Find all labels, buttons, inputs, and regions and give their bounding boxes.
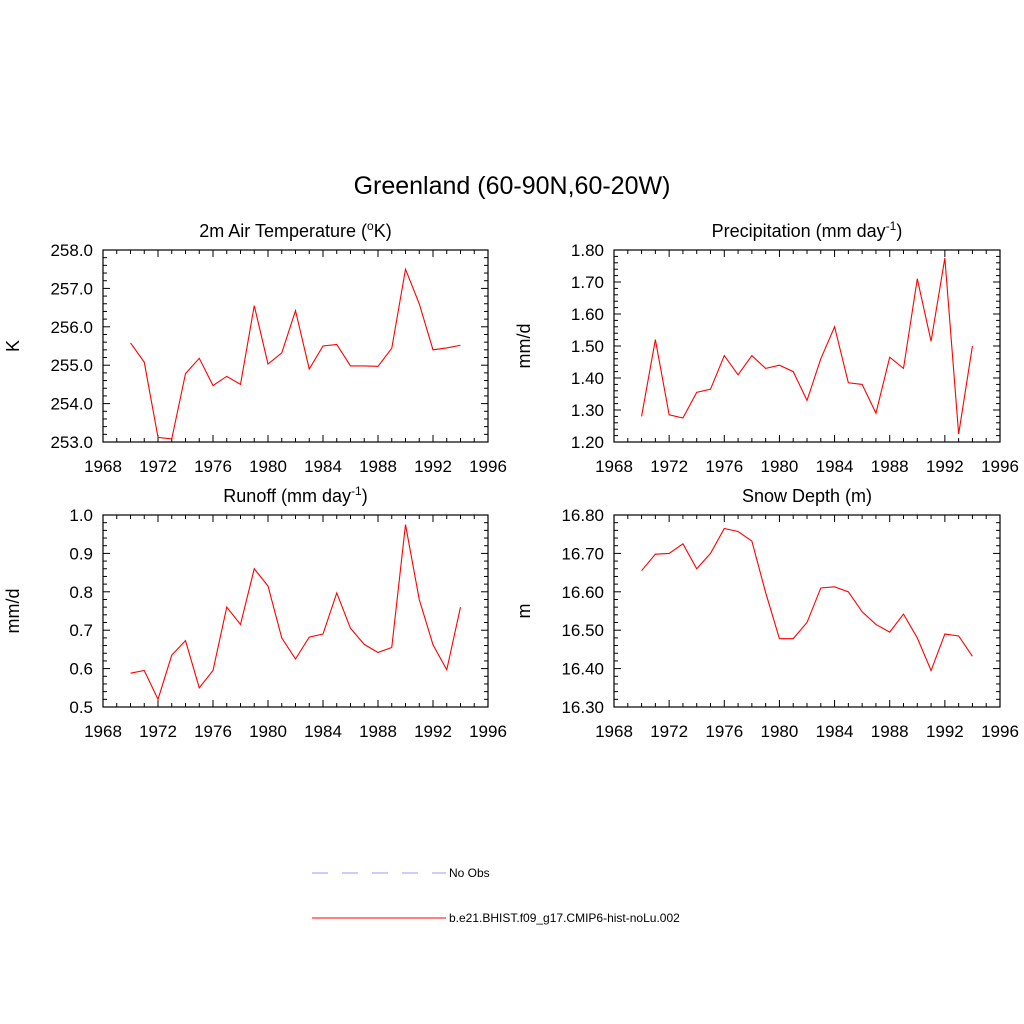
y-tick-label: 0.7 [69,621,93,640]
y-tick-label: 257.0 [50,279,93,298]
x-tick-label: 1992 [926,457,964,476]
x-tick-label: 1992 [926,722,964,741]
y-axis-label: mm/d [514,324,534,369]
x-tick-label: 1972 [650,457,688,476]
y-tick-label: 0.8 [69,583,93,602]
x-tick-label: 1968 [595,457,633,476]
y-tick-label: 16.80 [561,506,604,525]
x-tick-label: 1992 [414,722,452,741]
legend-label: b.e21.BHIST.f09_g17.CMIP6-hist-noLu.002 [449,911,680,925]
x-tick-label: 1972 [650,722,688,741]
series-line [130,267,461,440]
x-tick-label: 1996 [469,457,507,476]
y-tick-label: 258.0 [50,241,93,260]
y-tick-label: 254.0 [50,395,93,414]
y-tick-label: 16.70 [561,544,604,563]
x-tick-label: 1968 [84,722,122,741]
chart-panel-1: 2m Air Temperature (oK) K 1968 1972 1976 1980… [3,219,507,476]
series-line [130,524,462,701]
x-tick-label: 1976 [194,457,232,476]
y-tick-label: 16.50 [561,621,604,640]
chart-panel-2: Precipitation (mm day-1) mm/d 1968 1972 1976… [514,219,1019,476]
chart-panel-4: Snow Depth (m) m 1968 1972 1976 1980 1984 1988 1… [514,486,1019,741]
y-tick-label: 1.60 [571,305,604,324]
legend-label: No Obs [449,866,490,880]
plot-frame [613,514,1001,708]
x-tick-label: 1980 [249,457,287,476]
y-tick-label: 1.20 [571,433,604,452]
x-tick-label: 1972 [139,457,177,476]
series-line [641,257,973,435]
x-tick-label: 1996 [981,722,1019,741]
x-tick-label: 1984 [304,457,342,476]
x-tick-label: 1980 [249,722,287,741]
y-tick-label: 1.30 [571,401,604,420]
x-tick-label: 1988 [359,457,397,476]
x-tick-label: 1984 [816,457,854,476]
plot-frame [102,249,489,443]
panel-title: Runoff (mm day-1) [223,484,367,506]
y-tick-label: 0.9 [69,544,93,563]
x-tick-label: 1976 [705,722,743,741]
series-line [641,527,973,673]
x-tick-label: 1996 [981,457,1019,476]
y-tick-label: 0.5 [69,698,93,717]
y-axis-label: mm/d [3,589,23,634]
chart-panel-3: Runoff (mm day-1) mm/d 1968 1972 1976 1980 198… [3,484,507,741]
x-tick-label: 1980 [761,722,799,741]
x-tick-label: 1996 [469,722,507,741]
x-tick-label: 1984 [304,722,342,741]
panel-title: Snow Depth (m) [742,486,872,506]
y-tick-label: 255.0 [50,356,93,375]
x-tick-label: 1976 [194,722,232,741]
x-tick-label: 1972 [139,722,177,741]
x-tick-label: 1980 [761,457,799,476]
y-tick-label: 256.0 [50,318,93,337]
y-axis-label: m [514,604,534,619]
x-tick-label: 1992 [414,457,452,476]
y-tick-label: 1.0 [69,506,93,525]
legend: No Obs b.e21.BHIST.f09_g17.CMIP6-hist-noL… [312,866,680,925]
y-axis-label: K [3,340,23,352]
panel-title: Precipitation (mm day-1) [712,219,903,241]
y-tick-label: 253.0 [50,433,93,452]
x-tick-label: 1976 [705,457,743,476]
x-tick-label: 1988 [871,457,909,476]
x-tick-label: 1988 [871,722,909,741]
y-tick-label: 16.40 [561,660,604,679]
y-tick-label: 1.40 [571,369,604,388]
plot-frame [613,249,1001,443]
x-tick-label: 1968 [84,457,122,476]
panel-title: 2m Air Temperature (oK) [199,219,391,241]
y-tick-label: 16.30 [561,698,604,717]
y-tick-label: 1.50 [571,337,604,356]
y-tick-label: 0.6 [69,660,93,679]
x-tick-label: 1988 [359,722,397,741]
x-tick-label: 1968 [595,722,633,741]
plot-frame [102,514,489,708]
y-tick-label: 1.80 [571,241,604,260]
y-tick-label: 16.60 [561,583,604,602]
x-tick-label: 1984 [816,722,854,741]
y-tick-label: 1.70 [571,273,604,292]
figure-title: Greenland (60-90N,60-20W) [354,172,671,200]
